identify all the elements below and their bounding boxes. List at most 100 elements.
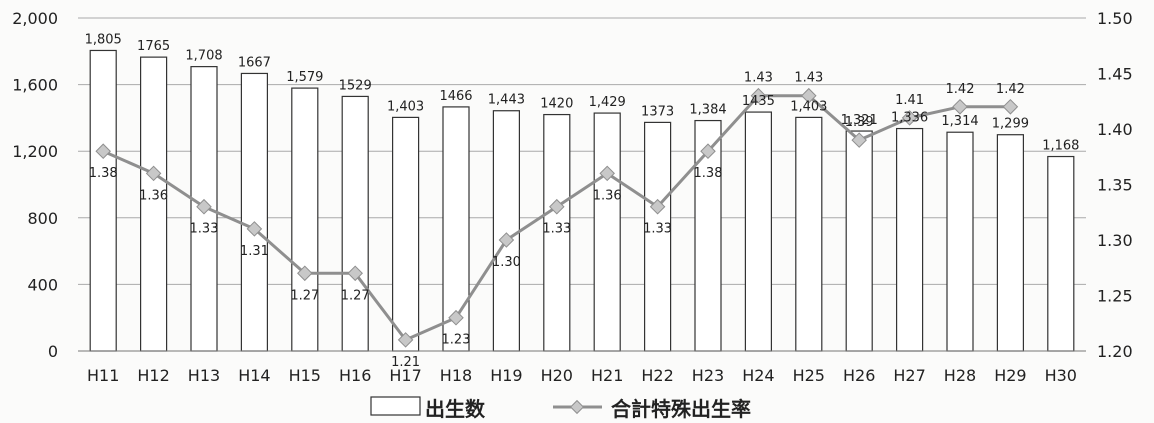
x-tick-label: H21 xyxy=(591,366,623,385)
bar-births xyxy=(895,127,924,352)
bar-births xyxy=(593,112,621,352)
x-tick-label: H23 xyxy=(692,366,724,385)
bar-value-label: 1,403 xyxy=(790,99,827,114)
bar-births xyxy=(744,111,773,352)
fertility-rate-marker xyxy=(649,198,666,215)
line-layer xyxy=(95,87,1019,348)
x-tick-label: H18 xyxy=(440,366,472,385)
x-tick-label: H12 xyxy=(137,366,169,385)
legend-bar-swatch xyxy=(370,396,421,416)
fertility-rate-label: 1.21 xyxy=(391,355,420,370)
fertility-rate-label: 1.27 xyxy=(290,288,319,303)
fertility-rate-marker xyxy=(448,309,464,326)
fertility-rate-label: 1.23 xyxy=(442,333,471,348)
bar-value-label: 1,429 xyxy=(589,95,626,110)
fertility-rate-label: 1.42 xyxy=(996,82,1025,97)
legend-line-label: 合計特殊出生率 xyxy=(611,397,751,421)
bar-value-label: 1,443 xyxy=(488,93,525,108)
y-right-tick-label: 1.45 xyxy=(1097,65,1133,84)
bar-value-label: 1,805 xyxy=(85,32,122,47)
fertility-rate-label: 1.38 xyxy=(89,166,118,181)
bar-births xyxy=(795,116,823,352)
bar-births xyxy=(140,56,168,352)
bar-value-label: 1,321 xyxy=(841,113,878,128)
bar-value-label: 1667 xyxy=(238,55,271,70)
x-tick-label: H15 xyxy=(289,366,321,385)
y-right-tick-label: 1.20 xyxy=(1097,342,1133,361)
fertility-rate-marker xyxy=(1002,99,1019,115)
bar-births xyxy=(1047,155,1075,352)
x-tick-label: H29 xyxy=(994,366,1026,385)
bar-value-label: 1,403 xyxy=(387,99,424,114)
fertility-rate-marker xyxy=(549,198,565,215)
fertility-rate-marker xyxy=(347,265,363,282)
x-tick-label: H17 xyxy=(389,366,421,385)
x-tick-label: H22 xyxy=(641,366,673,385)
bar-births xyxy=(845,130,873,352)
bar-value-label: 1466 xyxy=(439,89,472,104)
bar-value-label: 1373 xyxy=(641,104,674,119)
labels-layer: 1,805 1765 1,708 1667 1,579 1529 1,403 1466 1,44… xyxy=(85,32,1080,369)
x-tick-label: H11 xyxy=(87,366,119,385)
y-left-tick-label: 400 xyxy=(27,275,58,294)
legend-bar-label: 出生数 xyxy=(425,397,486,421)
bar-value-label: 1,708 xyxy=(185,49,222,64)
x-tick-label: H24 xyxy=(742,366,774,385)
fertility-rate-label: 1.36 xyxy=(593,188,622,203)
fertility-rate-marker xyxy=(952,99,968,115)
bar-value-label: 1,168 xyxy=(1042,139,1079,154)
bar-births xyxy=(392,116,420,352)
x-tick-label: H19 xyxy=(490,366,522,385)
fertility-rate-marker xyxy=(851,132,867,148)
y-left-tick-label: 2,000 xyxy=(12,9,58,28)
x-tick-label: H25 xyxy=(793,366,825,385)
y-right-tick-label: 1.50 xyxy=(1097,9,1133,28)
bar-value-label: 1,314 xyxy=(941,114,978,129)
bar-births xyxy=(996,134,1025,352)
fertility-rate-marker xyxy=(901,110,918,126)
fertility-rate-label: 1.41 xyxy=(895,93,924,108)
fertility-rate-label: 1.31 xyxy=(240,244,269,259)
fertility-rate-label: 1.39 xyxy=(845,115,874,130)
bar-births xyxy=(341,95,369,352)
x-tick-label: H14 xyxy=(238,366,270,385)
legend-line-marker xyxy=(569,399,585,415)
fertility-rate-label: 1.38 xyxy=(694,166,723,181)
y-left-tick-label: 1,600 xyxy=(12,76,58,95)
bar-births xyxy=(543,113,571,352)
x-tick-label: H28 xyxy=(944,366,976,385)
x-tick-label: H27 xyxy=(893,366,925,385)
fertility-rate-marker xyxy=(297,265,313,282)
y-right-tick-label: 1.35 xyxy=(1097,176,1133,195)
legend: 出生数 合計特殊出生率 xyxy=(370,396,751,421)
fertility-rate-marker xyxy=(246,221,263,237)
bar-value-label: 1529 xyxy=(339,78,372,93)
fertility-rate-label: 1.30 xyxy=(492,255,521,270)
bar-value-label: 1,336 xyxy=(891,111,928,126)
bar-value-label: 1420 xyxy=(540,97,573,112)
fertility-rate-label: 1.42 xyxy=(946,82,975,97)
fertility-rate-label: 1.36 xyxy=(139,188,168,203)
fertility-rate-label: 1.43 xyxy=(794,71,823,86)
y-right-tick-label: 1.40 xyxy=(1097,120,1133,139)
bar-value-label: 1,299 xyxy=(992,117,1029,132)
bar-value-label: 1765 xyxy=(137,39,170,54)
x-tick-label: H16 xyxy=(339,366,371,385)
grid-layer xyxy=(78,17,1086,352)
y-right-tick-label: 1.25 xyxy=(1097,287,1133,306)
x-tick-label: H20 xyxy=(541,366,573,385)
fertility-rate-marker xyxy=(95,143,111,159)
fertility-rate-label: 1.27 xyxy=(341,288,370,303)
fertility-rate-marker xyxy=(498,232,515,248)
bar-value-label: 1,384 xyxy=(689,103,726,118)
x-tick-label: H13 xyxy=(188,366,220,385)
y-left-tick-label: 800 xyxy=(27,209,58,228)
x-tick-label: H26 xyxy=(843,366,875,385)
y-right-tick-label: 1.30 xyxy=(1097,231,1133,250)
bar-births xyxy=(240,72,268,352)
x-tick-label: H30 xyxy=(1045,366,1077,385)
fertility-rate-label: 1.33 xyxy=(643,222,672,237)
fertility-rate-marker xyxy=(700,143,716,159)
